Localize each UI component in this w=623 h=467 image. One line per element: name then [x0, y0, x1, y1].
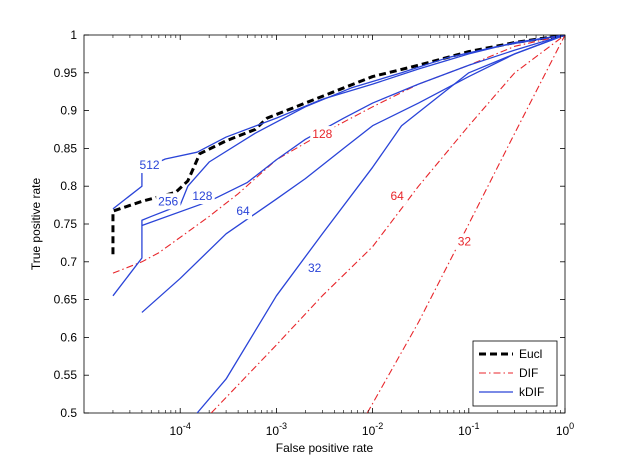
x-tick-label: 10-3 [266, 421, 287, 438]
series-label-bg-dif-64 [388, 188, 407, 205]
series-line-kdif-128 [141, 35, 565, 227]
series-label-bg-kdif-64 [234, 203, 253, 220]
y-tick-label: 0.75 [54, 217, 78, 231]
series-line-kdif-256 [112, 35, 565, 297]
series-label-kdif-128: 128 [192, 189, 212, 203]
y-tick-label: 0.85 [54, 141, 78, 155]
legend-label-kdif: kDIF [519, 385, 544, 399]
series-line-kdif-64 [141, 35, 565, 313]
series-label-bg-kdif-512 [137, 157, 162, 174]
series-label-kdif-32: 32 [308, 261, 322, 275]
y-tick-label: 0.65 [54, 293, 78, 307]
y-tick-label: 0.9 [60, 104, 77, 118]
series-label-kdif-256: 256 [158, 194, 178, 208]
series-label-kdif-512: 512 [140, 158, 160, 172]
series-label-dif-32: 32 [458, 234, 472, 248]
legend: Eucl DIF kDIF [472, 340, 558, 407]
series-label-kdif-64: 64 [236, 204, 250, 218]
series-label-bg-kdif-256 [156, 193, 181, 210]
x-tick-label: 10-4 [170, 421, 191, 438]
legend-label-dif: DIF [519, 366, 538, 380]
y-tick-label: 0.5 [60, 406, 77, 420]
series-line-kdif-32 [196, 35, 565, 413]
legend-label-eucl: Eucl [519, 347, 542, 361]
y-tick-label: 0.55 [54, 368, 78, 382]
series-label-dif-64: 64 [390, 189, 404, 203]
y-tick-label: 0.6 [60, 330, 77, 344]
ticks-layer: 0.5 0.55 0.6 0.65 0.7 0.75 0.8 0.85 0.9 0.95 1 10-4… [54, 28, 575, 438]
series-label-bg-kdif-128 [190, 188, 215, 205]
x-axis-title: False positive rate [276, 441, 374, 455]
y-tick-label: 0.8 [60, 179, 77, 193]
y-tick-label: 0.7 [60, 255, 77, 269]
series-label-bg-kdif-32 [306, 259, 324, 276]
y-tick-label: 0.95 [54, 66, 78, 80]
x-tick-label: 10-2 [362, 421, 383, 438]
series-line-dif-64 [210, 35, 565, 413]
x-tick-label: 10-1 [458, 421, 479, 438]
y-tick-label: 1 [70, 28, 77, 42]
y-axis-title: True positive rate [29, 178, 43, 271]
series-line-dif-32 [366, 35, 565, 413]
series-label-bg-dif-32 [455, 233, 474, 250]
x-tick-label: 100 [556, 421, 574, 438]
labels-layer: 128 64 32 512 256 128 64 32 [137, 126, 474, 276]
series-label-bg-dif-128 [310, 126, 335, 143]
series-label-dif-128: 128 [312, 127, 332, 141]
legend-box [472, 340, 558, 407]
